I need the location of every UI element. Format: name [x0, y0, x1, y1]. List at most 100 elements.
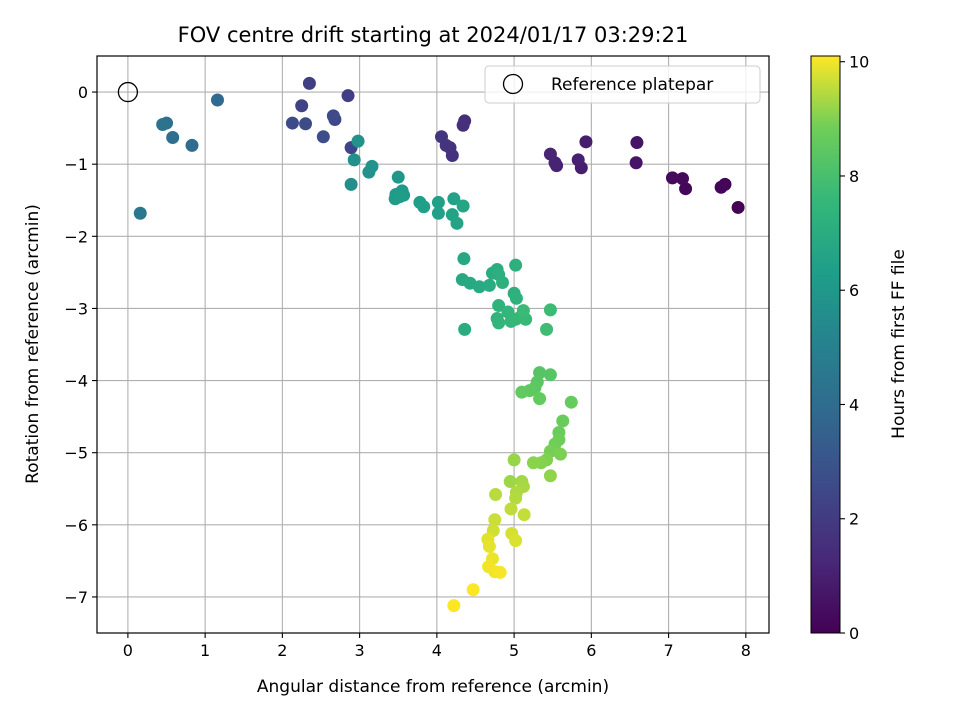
data-point	[457, 252, 471, 266]
data-point	[450, 216, 464, 230]
data-point	[629, 156, 643, 170]
data-point	[516, 304, 530, 318]
colorbar-gradient	[811, 56, 840, 633]
colorbar-tick-label: 10	[849, 53, 869, 72]
data-point	[431, 206, 445, 220]
data-point	[302, 76, 316, 90]
data-point	[210, 93, 224, 107]
data-point	[472, 280, 486, 294]
data-point	[365, 159, 379, 173]
colorbar-frame	[810, 55, 841, 634]
data-point	[496, 275, 510, 289]
data-point	[731, 200, 745, 214]
data-point	[185, 138, 199, 152]
data-point	[447, 599, 461, 613]
data-point	[564, 395, 578, 409]
data-point	[493, 565, 507, 579]
data-point	[665, 171, 679, 185]
data-point	[543, 147, 557, 161]
x-tick-label: 8	[741, 641, 751, 660]
data-point	[553, 447, 567, 461]
data-point	[679, 182, 693, 196]
data-point	[351, 134, 365, 148]
y-tick-label: −1	[64, 155, 88, 174]
data-point	[504, 502, 518, 516]
data-point	[316, 130, 330, 144]
x-tick-label: 6	[586, 641, 596, 660]
data-points	[133, 76, 745, 613]
y-axis-label: Rotation from reference (arcmin)	[23, 204, 43, 484]
y-tick-label: 0	[78, 83, 88, 102]
data-point	[488, 513, 502, 527]
reference-point	[117, 81, 139, 103]
data-point	[458, 322, 472, 336]
data-point	[509, 534, 523, 548]
data-point	[630, 136, 644, 150]
y-tick-label: −6	[64, 516, 88, 535]
legend-box	[484, 65, 761, 104]
x-tick-label: 1	[200, 641, 210, 660]
data-point	[509, 258, 523, 272]
colorbar-label: Hours from first FF file	[889, 249, 909, 439]
data-point	[285, 116, 299, 130]
y-tick-label: −3	[64, 299, 88, 318]
data-point	[347, 153, 361, 167]
data-point	[543, 303, 557, 317]
data-point	[391, 170, 405, 184]
data-point	[447, 192, 461, 206]
x-axis-label: Angular distance from reference (arcmin)	[257, 677, 609, 697]
colorbar-tick-label: 4	[849, 395, 859, 414]
data-point	[543, 368, 557, 382]
data-point	[299, 117, 313, 131]
colorbar-tick-label: 6	[849, 281, 859, 300]
data-point	[526, 456, 540, 470]
y-ticks: 0 −1 −2 −3 −4 −5 −6 −7	[64, 83, 97, 607]
x-tick-label: 0	[123, 641, 133, 660]
data-point	[344, 177, 358, 191]
plot-frame	[96, 55, 770, 634]
data-point	[492, 299, 506, 313]
data-point	[431, 195, 445, 209]
data-point	[571, 153, 585, 167]
data-point	[456, 118, 470, 132]
data-point	[533, 392, 547, 406]
data-point	[295, 99, 309, 113]
legend-marker	[502, 73, 524, 95]
data-point	[507, 453, 521, 467]
y-tick-label: −5	[64, 444, 88, 463]
x-tick-label: 4	[432, 641, 442, 660]
data-point	[326, 109, 340, 123]
data-point	[579, 135, 593, 149]
data-point	[341, 89, 355, 103]
colorbar-tick-label: 2	[849, 510, 859, 529]
colorbar-tick-label: 8	[849, 167, 859, 186]
legend: Reference platepar	[484, 65, 761, 104]
data-point	[714, 180, 728, 194]
reference-marker	[117, 81, 139, 103]
data-point	[515, 385, 529, 399]
data-point	[417, 200, 431, 214]
data-point	[482, 539, 496, 553]
x-tick-label: 7	[663, 641, 673, 660]
data-point	[466, 583, 480, 597]
data-point	[489, 488, 503, 502]
data-point	[517, 508, 531, 522]
data-point	[456, 199, 470, 213]
data-point	[556, 414, 570, 428]
x-tick-label: 5	[509, 641, 519, 660]
data-point	[156, 118, 170, 132]
data-point	[675, 172, 689, 186]
data-point	[509, 491, 523, 505]
data-point	[393, 190, 407, 204]
chart-title: FOV centre drift starting at 2024/01/17 …	[178, 23, 689, 47]
y-tick-label: −4	[64, 372, 88, 391]
data-point	[543, 469, 557, 483]
colorbar-ticks: 0 2 4 6 8 10	[840, 53, 869, 643]
data-point	[509, 291, 523, 305]
data-point	[540, 322, 554, 336]
x-ticks: 0 1 2 3 4 5 6 7 8	[123, 633, 751, 660]
data-point	[492, 316, 506, 330]
colorbar-tick-label: 0	[849, 624, 859, 643]
grid-lines	[97, 56, 769, 633]
